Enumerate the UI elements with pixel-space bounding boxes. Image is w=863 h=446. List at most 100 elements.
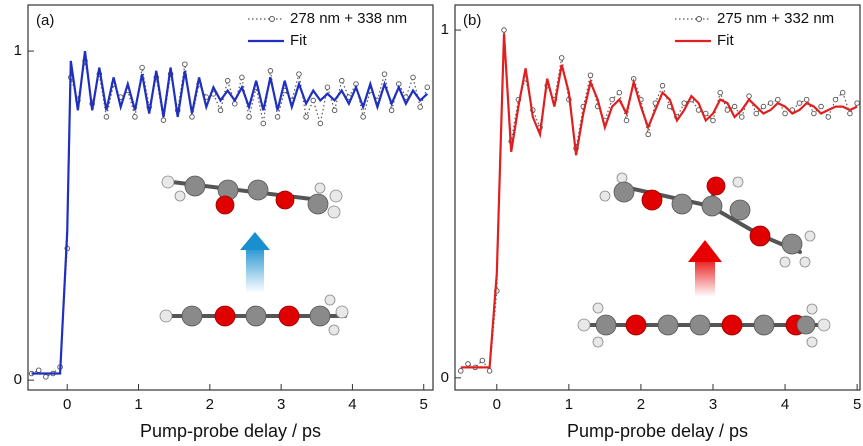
data-point bbox=[189, 114, 195, 120]
data-point bbox=[623, 117, 630, 124]
data-point bbox=[731, 103, 738, 110]
x-axis-label: Pump-probe delay / ps bbox=[567, 421, 748, 441]
data-point bbox=[767, 100, 774, 106]
x-tick-label: 1 bbox=[134, 396, 142, 413]
data-point bbox=[645, 131, 651, 138]
molecule bbox=[161, 175, 343, 219]
data-point bbox=[303, 114, 309, 120]
legend-marker bbox=[269, 16, 275, 22]
molecule bbox=[599, 172, 816, 268]
data-point bbox=[103, 114, 110, 120]
data-point bbox=[825, 114, 832, 120]
arrow bbox=[246, 245, 264, 293]
molecule bbox=[159, 294, 349, 336]
data-point bbox=[324, 84, 331, 91]
data-point bbox=[760, 103, 767, 110]
y-tick-label: 1 bbox=[441, 21, 449, 38]
data-point bbox=[659, 82, 666, 89]
data-point bbox=[717, 89, 723, 96]
data-point bbox=[267, 68, 274, 74]
panel-label: (b) bbox=[463, 12, 481, 29]
data-point bbox=[310, 97, 316, 104]
data-point bbox=[296, 71, 302, 77]
plot-frame bbox=[454, 4, 861, 391]
data-point bbox=[479, 357, 486, 364]
data-point bbox=[818, 103, 824, 110]
data-point bbox=[424, 84, 431, 91]
data-point bbox=[811, 110, 817, 117]
x-tick-label: 1 bbox=[565, 396, 573, 413]
plot-frame bbox=[27, 4, 434, 391]
arrow-head bbox=[688, 240, 722, 262]
legend-label: 278 nm + 338 nm bbox=[290, 10, 407, 27]
data-point bbox=[458, 368, 464, 374]
data-point bbox=[587, 72, 594, 79]
data-point bbox=[609, 96, 615, 103]
data-point bbox=[710, 117, 716, 124]
x-tick-label: 2 bbox=[637, 396, 645, 413]
data-point bbox=[239, 74, 245, 81]
data-point bbox=[746, 93, 752, 99]
data-point bbox=[854, 100, 860, 106]
data-point bbox=[360, 114, 366, 120]
arrow bbox=[695, 255, 715, 297]
data-point bbox=[260, 120, 267, 127]
data-point bbox=[465, 361, 471, 367]
legend-label: 275 nm + 332 nm bbox=[717, 10, 834, 27]
data-point bbox=[724, 107, 731, 113]
data-point bbox=[803, 96, 810, 103]
x-tick-label: 3 bbox=[709, 396, 717, 413]
data-point bbox=[681, 100, 687, 106]
x-tick-label: 0 bbox=[63, 396, 71, 413]
data-point bbox=[832, 96, 839, 103]
y-tick-label: 0 bbox=[14, 371, 22, 388]
data-point bbox=[246, 114, 252, 120]
x-tick-label: 0 bbox=[493, 396, 501, 413]
legend-label: Fit bbox=[717, 32, 734, 49]
data-point bbox=[486, 368, 493, 374]
data-point bbox=[160, 117, 167, 123]
legend-marker bbox=[696, 16, 702, 22]
data-point bbox=[274, 114, 281, 120]
data-point bbox=[839, 89, 846, 96]
data-point bbox=[139, 64, 145, 71]
data-point bbox=[388, 107, 395, 114]
legend-label: Fit bbox=[290, 32, 307, 49]
arrow-head bbox=[240, 232, 270, 250]
data-point bbox=[782, 110, 788, 117]
data-point bbox=[182, 61, 188, 67]
series-line bbox=[460, 33, 858, 369]
data-point bbox=[317, 120, 324, 127]
x-tick-label: 4 bbox=[348, 396, 356, 413]
series-line bbox=[31, 60, 428, 378]
y-tick-label: 1 bbox=[14, 42, 22, 59]
data-point bbox=[132, 114, 138, 120]
series-line bbox=[31, 50, 429, 375]
data-point bbox=[753, 110, 759, 117]
data-point bbox=[338, 77, 345, 84]
x-tick-label: 5 bbox=[853, 396, 861, 413]
data-point bbox=[331, 107, 338, 114]
data-point bbox=[417, 104, 423, 110]
data-point bbox=[739, 114, 745, 120]
data-point bbox=[796, 100, 803, 106]
data-point bbox=[558, 55, 565, 61]
x-axis-label: Pump-probe delay / ps bbox=[140, 421, 321, 441]
x-tick-label: 4 bbox=[781, 396, 789, 413]
data-point bbox=[501, 27, 507, 33]
data-point bbox=[217, 107, 224, 114]
data-point bbox=[775, 96, 781, 103]
data-point bbox=[224, 77, 231, 84]
data-point bbox=[616, 89, 623, 96]
molecule bbox=[577, 302, 831, 348]
y-tick-label: 0 bbox=[441, 369, 449, 386]
x-tick-label: 3 bbox=[277, 396, 285, 413]
x-tick-label: 5 bbox=[420, 396, 428, 413]
data-point bbox=[43, 374, 49, 380]
x-tick-label: 2 bbox=[206, 396, 214, 413]
panel-label: (a) bbox=[36, 12, 54, 29]
data-point bbox=[847, 110, 853, 117]
data-point bbox=[381, 71, 388, 77]
data-point bbox=[410, 74, 416, 81]
